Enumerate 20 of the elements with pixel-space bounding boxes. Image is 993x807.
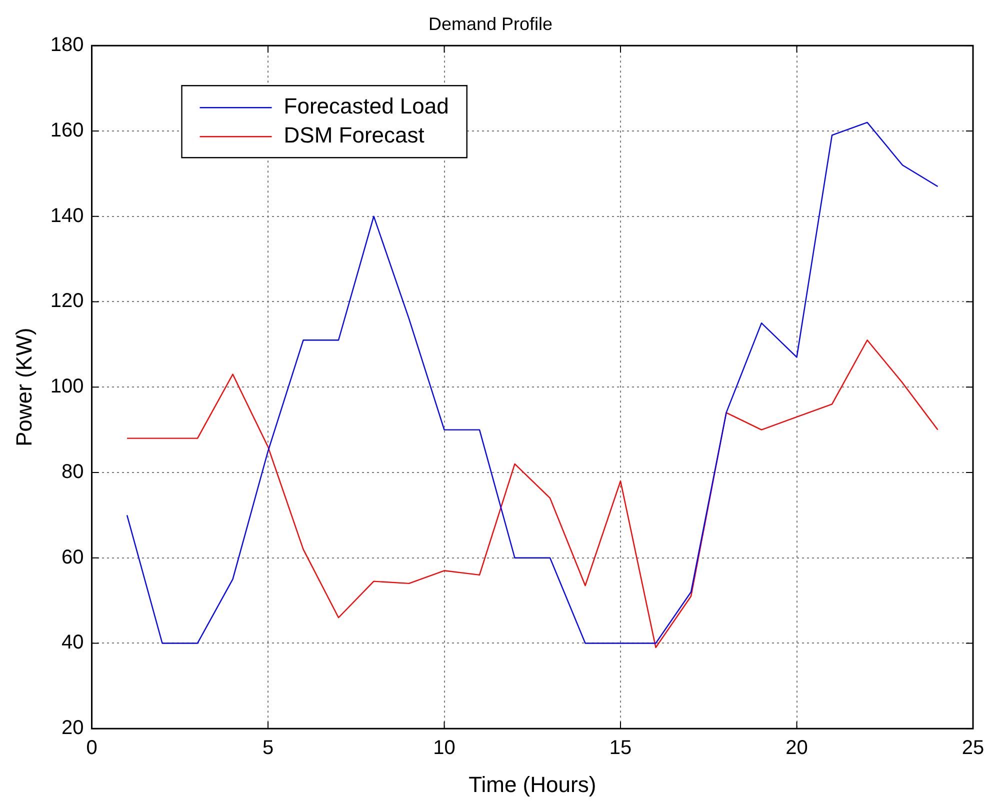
y-tick-label: 20 [62, 717, 84, 740]
x-tick-label: 10 [433, 737, 456, 760]
y-tick-label: 160 [50, 119, 84, 142]
legend-label: Forecasted Load [284, 94, 449, 119]
y-tick-label: 60 [62, 546, 84, 568]
x-tick-label: 25 [962, 737, 984, 760]
x-tick-label: 20 [786, 737, 808, 760]
y-tick-label: 100 [50, 376, 84, 398]
x-axis-title: Time (Hours) [468, 772, 596, 797]
x-tick-label: 0 [86, 737, 98, 760]
x-tick-label: 15 [609, 737, 632, 760]
y-tick-label: 80 [62, 460, 84, 483]
y-tick-label: 40 [62, 632, 84, 654]
y-tick-label: 140 [50, 204, 84, 227]
x-tick-label: 5 [262, 737, 274, 760]
y-tick-label: 120 [50, 290, 84, 312]
legend-label: DSM Forecast [284, 122, 424, 148]
chart-title: Demand Profile [428, 14, 553, 34]
y-axis-title: Power (KW) [11, 328, 36, 446]
y-tick-label: 180 [50, 34, 84, 56]
